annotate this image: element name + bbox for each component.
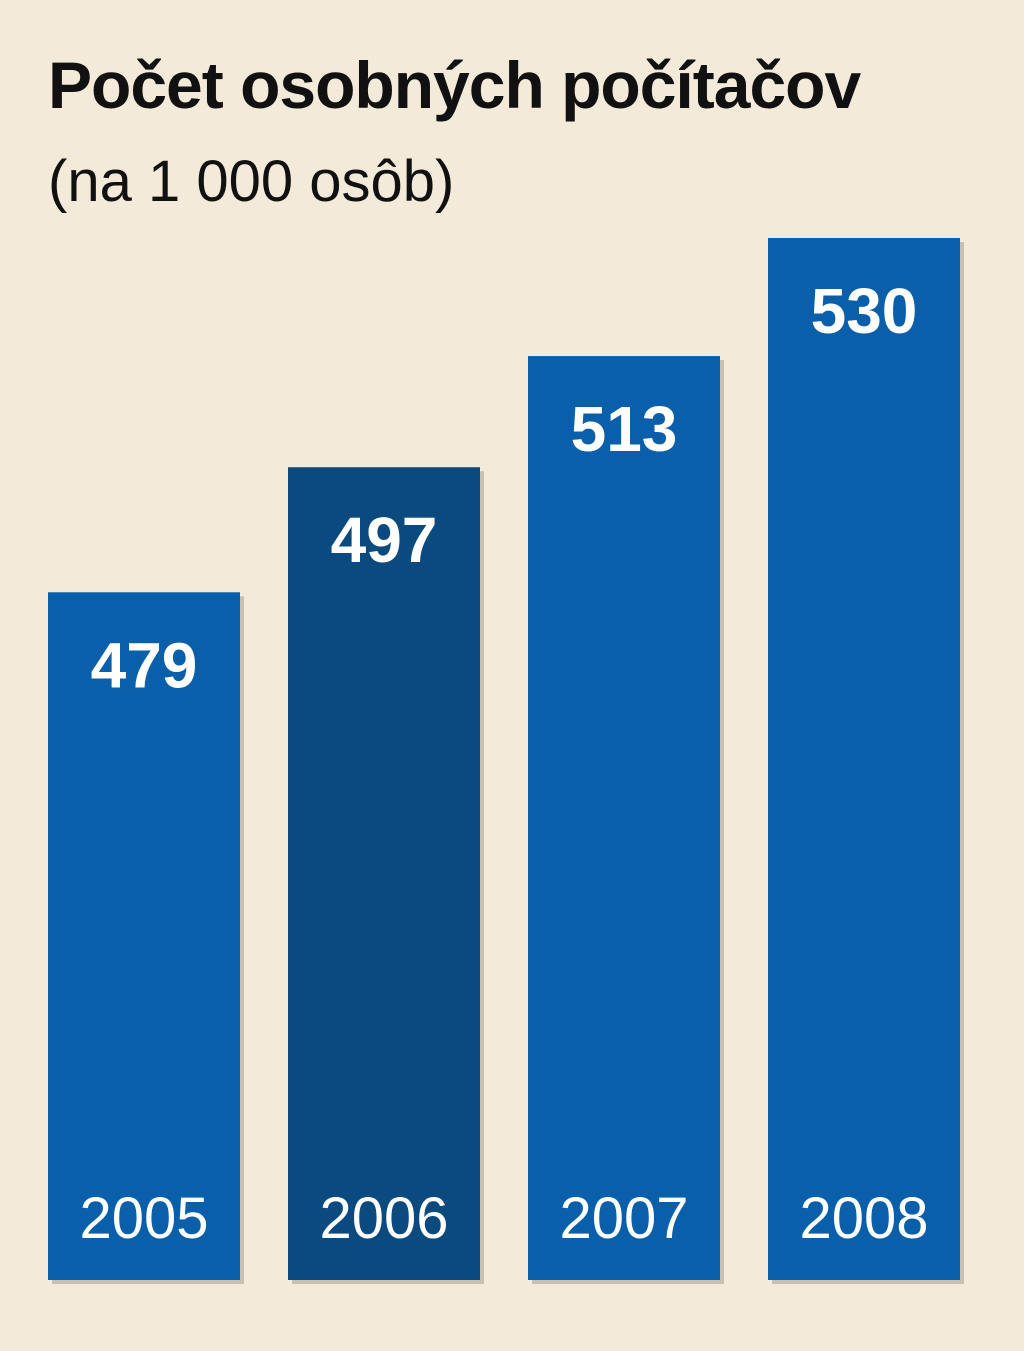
- bar-2008: [768, 238, 960, 1280]
- category-label-2008: 2008: [799, 1186, 928, 1251]
- category-label-2005: 2005: [79, 1186, 208, 1251]
- chart-title: Počet osobných počítačov: [48, 48, 861, 122]
- value-label-2006: 497: [331, 504, 438, 576]
- chart-subtitle: (na 1 000 osôb): [48, 149, 455, 214]
- value-label-2007: 513: [571, 393, 678, 465]
- bar-2007: [528, 356, 720, 1280]
- category-label-2007: 2007: [559, 1186, 688, 1251]
- category-label-2006: 2006: [319, 1186, 448, 1251]
- value-label-2008: 530: [811, 275, 918, 347]
- bar-2006: [288, 467, 480, 1280]
- bar-2005: [48, 592, 240, 1280]
- value-label-2005: 479: [91, 629, 198, 701]
